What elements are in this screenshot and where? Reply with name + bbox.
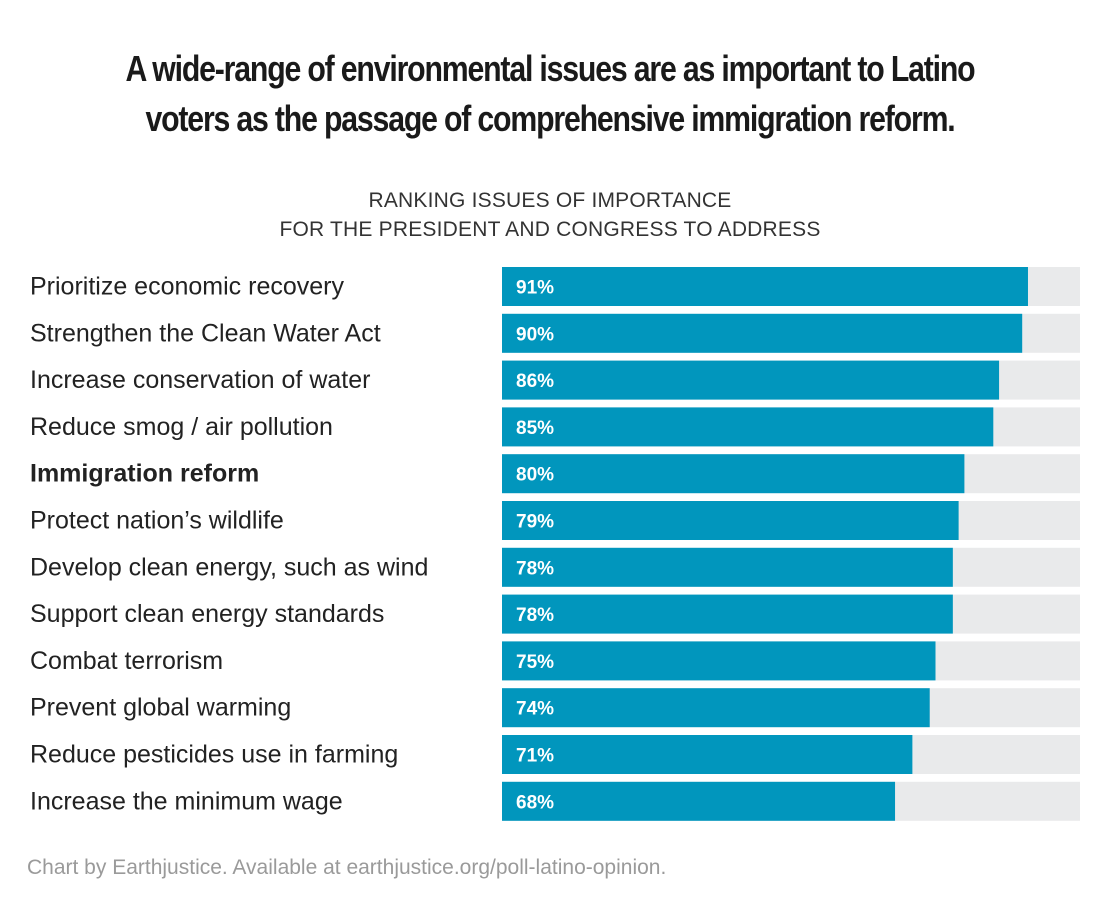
value-label: 91% (516, 278, 554, 299)
value-label: 78% (516, 558, 554, 579)
category-label: Increase conservation of water (30, 366, 370, 394)
bar (502, 501, 959, 540)
value-label: 80% (516, 465, 554, 486)
bar-row: Protect nation’s wildlife 79% (30, 501, 1080, 540)
bar (502, 454, 965, 494)
bar (502, 688, 930, 728)
bar-row: Reduce smog / air pollution 85% (30, 407, 1080, 447)
bar (502, 735, 913, 774)
bar-row: Immigration reform 80% (30, 454, 1080, 494)
category-label: Protect nation’s wildlife (30, 507, 284, 535)
category-label: Strengthen the Clean Water Act (30, 319, 381, 347)
bar (502, 267, 1028, 306)
bar-row: Prioritize economic recovery 91% (30, 267, 1080, 306)
category-label: Develop clean energy, such as wind (30, 553, 428, 581)
value-label: 79% (516, 512, 554, 533)
bar (502, 407, 994, 447)
bar (502, 313, 1023, 353)
value-label: 86% (516, 371, 554, 392)
chart-source-note: Chart by Earthjustice. Available at eart… (27, 856, 667, 879)
category-label: Combat terrorism (30, 647, 223, 675)
bar-row: Strengthen the Clean Water Act 90% (30, 313, 1080, 353)
category-label: Prevent global warming (30, 694, 291, 722)
value-label: 85% (516, 418, 554, 439)
bar (502, 781, 896, 821)
category-label: Prioritize economic recovery (30, 273, 344, 301)
bar-row: Support clean energy standards 78% (30, 594, 1080, 634)
category-label: Immigration reform (30, 460, 259, 488)
bar-row: Increase conservation of water 86% (30, 360, 1080, 400)
value-label: 71% (516, 746, 554, 767)
value-label: 75% (516, 652, 554, 673)
chart-subtitle: RANKING ISSUES OF IMPORTANCE FOR THE PRE… (0, 186, 1100, 244)
bar (502, 547, 953, 587)
bar-row: Develop clean energy, such as wind 78% (30, 547, 1080, 587)
bar-row: Prevent global warming 74% (30, 688, 1080, 728)
category-label: Reduce pesticides use in farming (30, 741, 398, 769)
value-label: 68% (516, 792, 554, 813)
bar-row: Combat terrorism 75% (30, 641, 1080, 681)
bar-row: Reduce pesticides use in farming 71% (30, 735, 1080, 774)
category-label: Support clean energy standards (30, 600, 384, 628)
bar (502, 641, 936, 681)
value-label: 74% (516, 699, 554, 720)
bar (502, 594, 953, 634)
category-label: Increase the minimum wage (30, 787, 343, 815)
category-label: Reduce smog / air pollution (30, 413, 333, 441)
chart-title: A wide-range of environmental issues are… (125, 48, 976, 139)
bar (502, 360, 1000, 400)
value-label: 90% (516, 324, 554, 345)
value-label: 78% (516, 605, 554, 626)
bar-row: Increase the minimum wage 68% (30, 781, 1080, 821)
chart-subtitle-line-1: RANKING ISSUES OF IMPORTANCE (368, 189, 732, 212)
chart-subtitle-line-2: FOR THE PRESIDENT AND CONGRESS TO ADDRES… (279, 218, 821, 241)
